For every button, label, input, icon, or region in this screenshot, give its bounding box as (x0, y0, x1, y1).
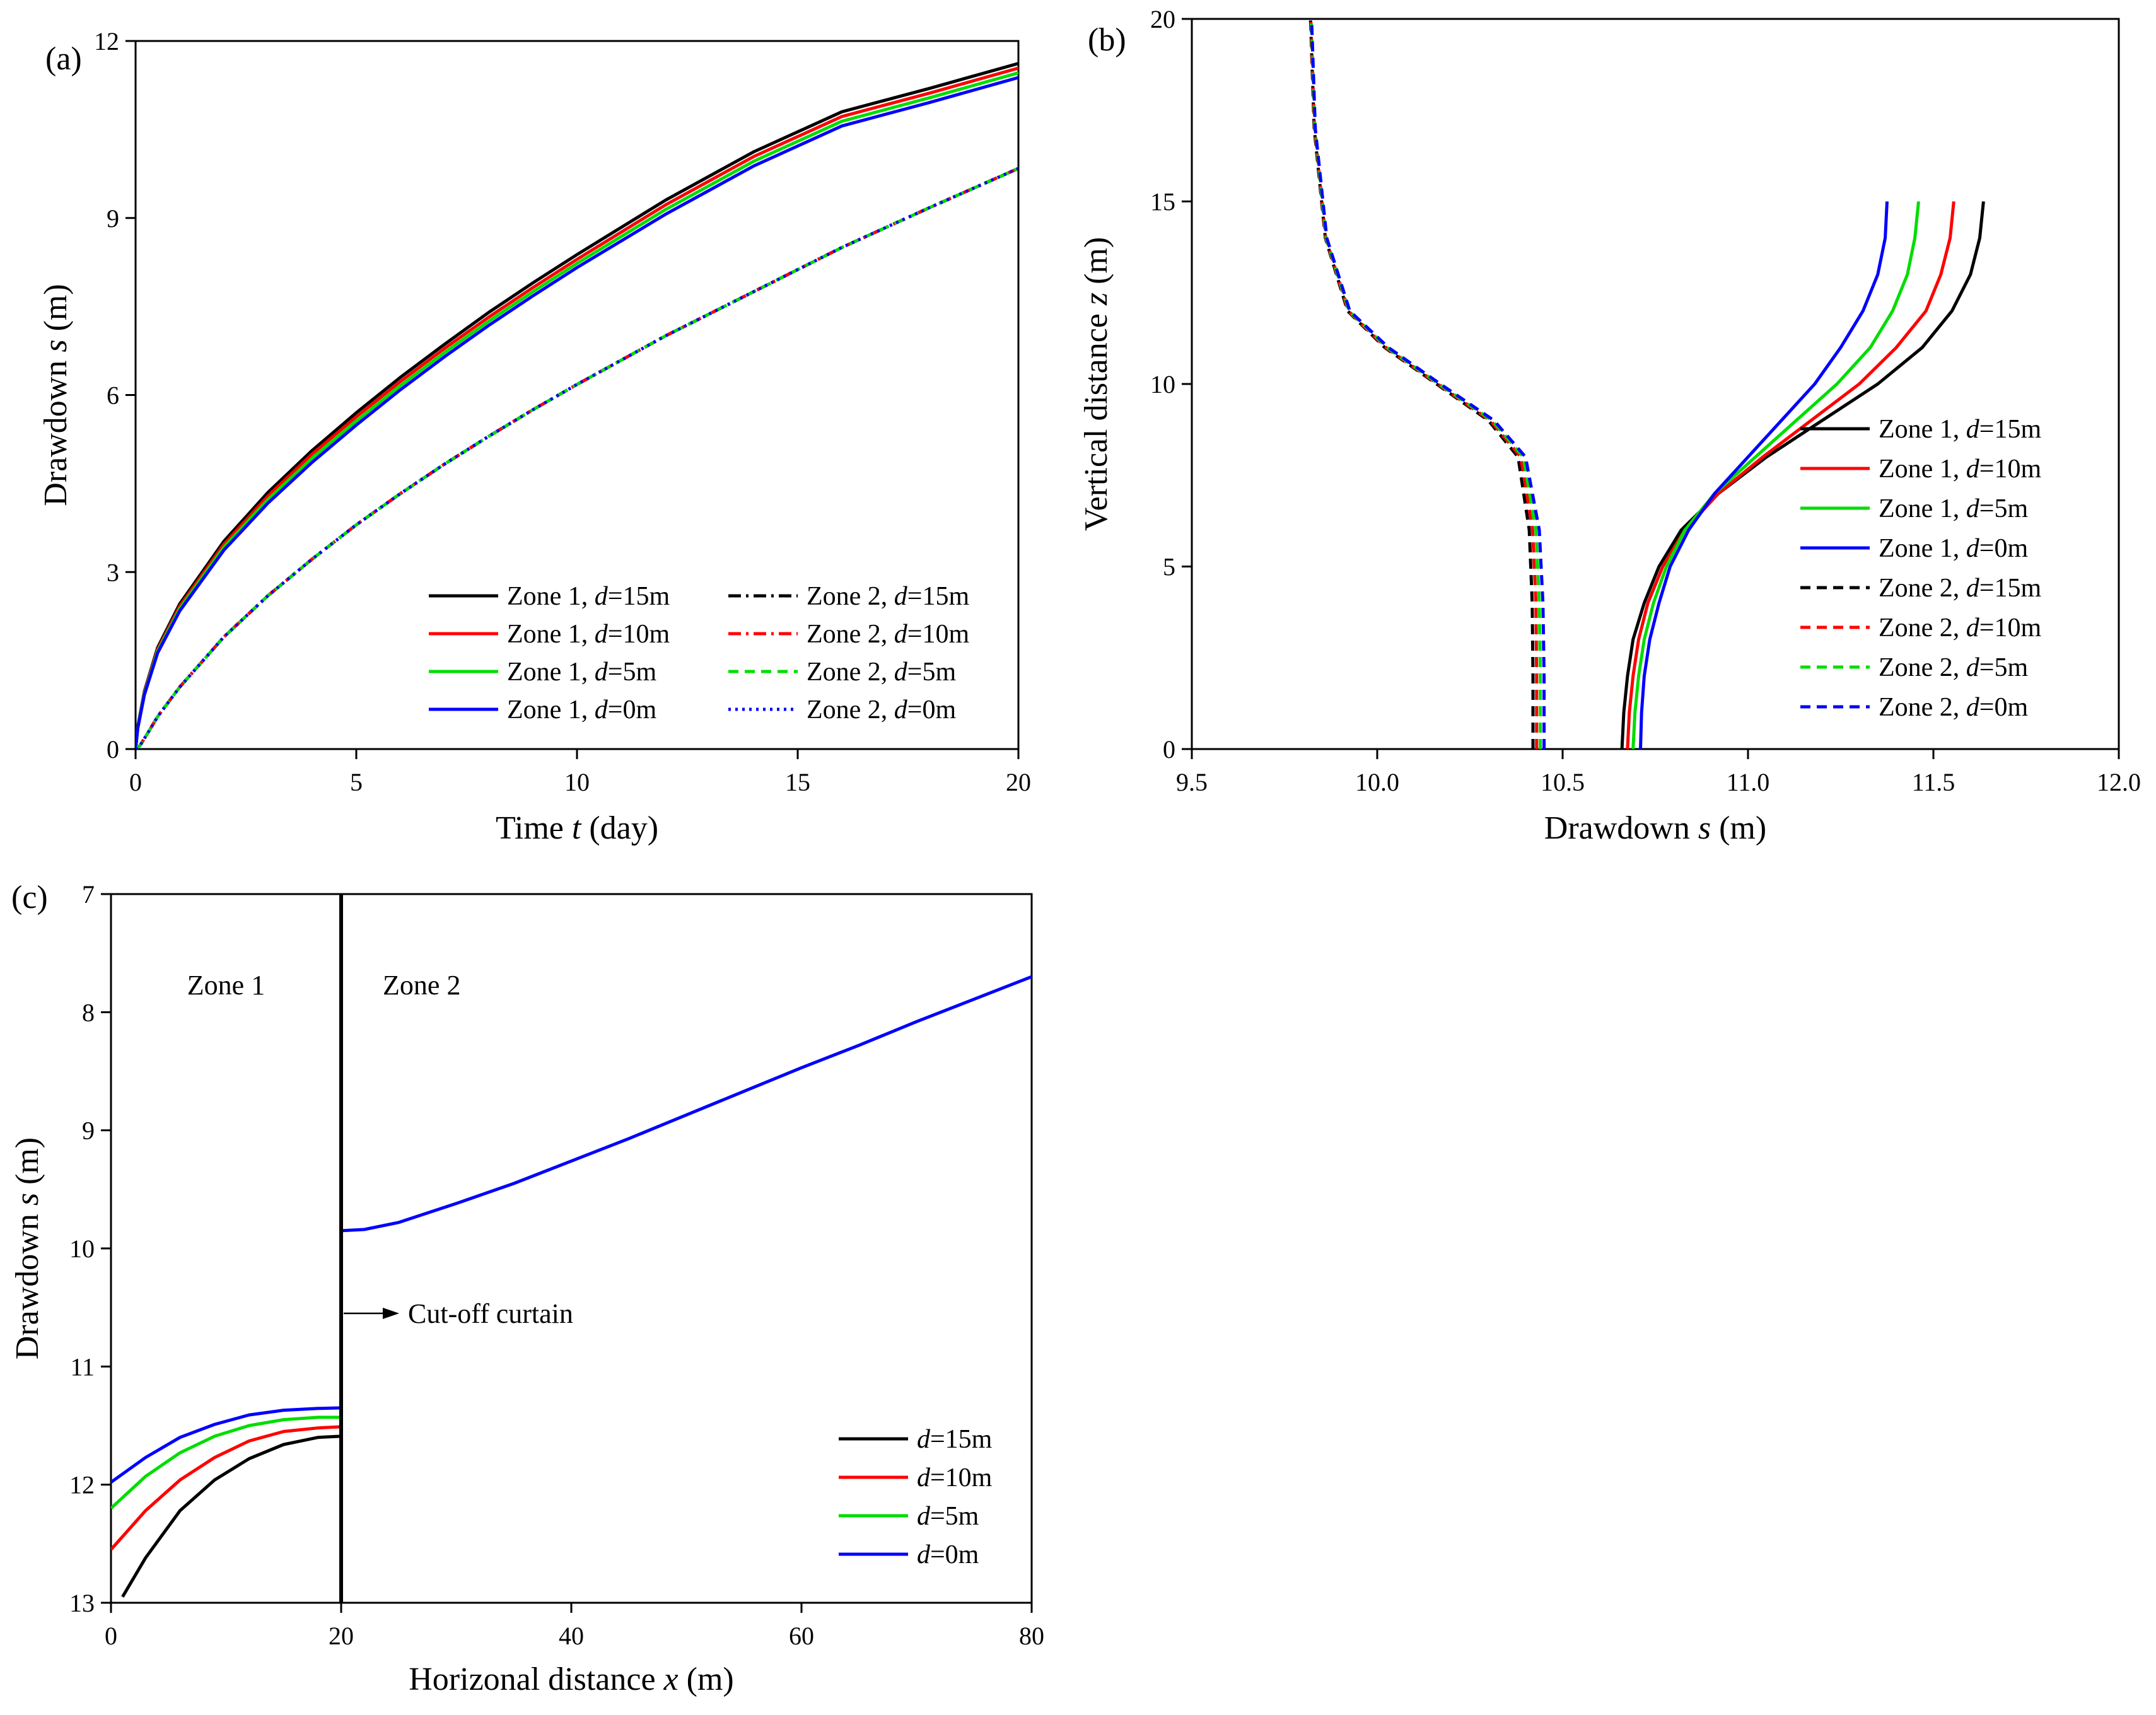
y-axis-label: Drawdown s (m) (9, 1137, 45, 1359)
x-tick-label: 12.0 (2097, 768, 2141, 796)
y-tick-label: 10 (1150, 370, 1175, 398)
series-line-5 (1308, 19, 1535, 749)
series-line-4 (1639, 201, 1889, 749)
series-line-4 (136, 76, 1018, 749)
legend-entry-label: d=15m (917, 1425, 993, 1454)
series-group (1308, 19, 1985, 749)
y-tick-label: 12 (94, 27, 119, 55)
y-tick-label: 8 (82, 998, 95, 1026)
x-tick-label: 15 (785, 768, 810, 796)
y-axis-label: Vertical distance z (m) (1078, 237, 1114, 531)
series-line-4 (111, 1406, 342, 1484)
x-axis-label: Horizonal distance x (m) (409, 1661, 733, 1697)
x-tick-label: 0 (105, 1622, 117, 1650)
y-tick-label: 15 (1150, 188, 1175, 216)
legend: d=15m d=10m d=5m d=0m (839, 1425, 993, 1569)
legend-entry-label: Zone 2, d=15m (807, 582, 969, 611)
legend-entry-label: Zone 2, d=10m (1879, 613, 2041, 642)
x-axis-label: Drawdown s (m) (1544, 810, 1766, 846)
x-tick-label: 0 (129, 768, 142, 796)
x-tick-label: 10.0 (1355, 768, 1399, 796)
y-tick-label: 10 (69, 1235, 95, 1263)
x-tick-label: 11.0 (1727, 768, 1770, 796)
series-line-6 (136, 166, 1018, 749)
x-tick-label: 40 (559, 1622, 584, 1650)
curtain-annotation: Cut-off curtain (408, 1298, 573, 1329)
zone2-annotation: Zone 2 (383, 970, 460, 1001)
x-axis-label: Time t (day) (496, 810, 658, 846)
x-tick-label: 9.5 (1176, 768, 1208, 796)
series-group (136, 62, 1018, 749)
series-line-3 (1631, 201, 1920, 749)
y-tick-label: 12 (69, 1471, 95, 1499)
y-tick-label: 9 (107, 204, 119, 233)
y-tick-label: 6 (107, 381, 119, 410)
legend-entry-label: Zone 2, d=5m (1879, 653, 2028, 682)
series-line-2 (111, 1425, 342, 1551)
x-tick-label: 10 (564, 768, 590, 796)
y-tick-label: 13 (69, 1589, 95, 1617)
legend-entry-label: Zone 1, d=0m (1879, 534, 2028, 563)
series-group (111, 975, 1032, 1598)
legend-entry-label: Zone 1, d=10m (1879, 455, 2041, 484)
x-tick-label: 80 (1019, 1622, 1044, 1650)
legend-entry-label: Zone 2, d=15m (1879, 574, 2041, 603)
legend-entry-label: Zone 1, d=10m (507, 620, 670, 649)
panel-label: (a) (45, 41, 82, 77)
legend-entry-label: Zone 1, d=5m (1879, 494, 2028, 523)
series-line-2 (1626, 201, 1955, 749)
y-tick-label: 9 (82, 1117, 95, 1145)
y-tick-label: 0 (107, 735, 119, 764)
legend-entry-label: d=0m (917, 1540, 979, 1569)
y-tick-label: 7 (82, 880, 95, 909)
legend-entry-label: Zone 2, d=0m (1879, 693, 2028, 722)
series-line-8 (136, 166, 1018, 749)
x-tick-label: 20 (1006, 768, 1031, 796)
legend-entry-label: Zone 2, d=5m (807, 658, 956, 687)
legend-entry-label: Zone 1, d=15m (1879, 415, 2041, 444)
y-axis-label: Drawdown s (m) (38, 284, 74, 506)
y-tick-label: 0 (1163, 735, 1175, 764)
panel-label: (b) (1088, 22, 1126, 58)
legend-entry-label: Zone 1, d=0m (507, 695, 656, 724)
legend-entry-label: d=10m (917, 1463, 993, 1492)
curtain-arrow-head (383, 1308, 399, 1320)
legend-entry-label: Zone 1, d=5m (507, 658, 656, 687)
y-tick-label: 5 (1163, 553, 1175, 581)
zone2-drawdown-line (341, 975, 1032, 1233)
zone1-annotation: Zone 1 (187, 970, 265, 1001)
x-tick-label: 60 (789, 1622, 814, 1650)
legend-entry-label: Zone 1, d=15m (507, 582, 670, 611)
legend: Zone 1, d=15m Zone 1, d=10m Zone 1, d=5m Zo… (429, 582, 969, 724)
x-tick-label: 5 (350, 768, 363, 796)
panel-label: (c) (11, 880, 48, 916)
chart-panel-b: 9.5 10.0 10.5 11.0 11.5 12.0 0 5 10 15 20 (b) Drawdo… (1078, 5, 2141, 846)
y-tick-label: 11 (70, 1352, 95, 1381)
series-line-7 (1309, 19, 1542, 749)
series-line-8 (1310, 19, 1546, 749)
chart-panel-c: 0 20 40 60 80 7 8 9 10 11 12 13 (c) Horizonal distanc… (9, 880, 1044, 1697)
legend-entry-label: Zone 2, d=10m (807, 620, 969, 649)
chart-panel-a: 0 5 10 15 20 0 3 6 9 12 (a) Time t (day) Drawdown s … (38, 27, 1031, 846)
legend-entry-label: d=5m (917, 1502, 979, 1531)
series-line-3 (111, 1416, 341, 1509)
series-line-1 (121, 1434, 342, 1598)
y-tick-label: 3 (107, 558, 119, 586)
legend: Zone 1, d=15m Zone 1, d=10m Zone 1, d=5m Zo… (1800, 415, 2041, 722)
series-line-6 (1309, 19, 1539, 749)
y-tick-label: 20 (1150, 5, 1175, 33)
x-tick-label: 10.5 (1541, 768, 1585, 796)
legend-entry-label: Zone 2, d=0m (807, 695, 956, 724)
x-tick-label: 20 (329, 1622, 354, 1650)
x-tick-label: 11.5 (1912, 768, 1955, 796)
